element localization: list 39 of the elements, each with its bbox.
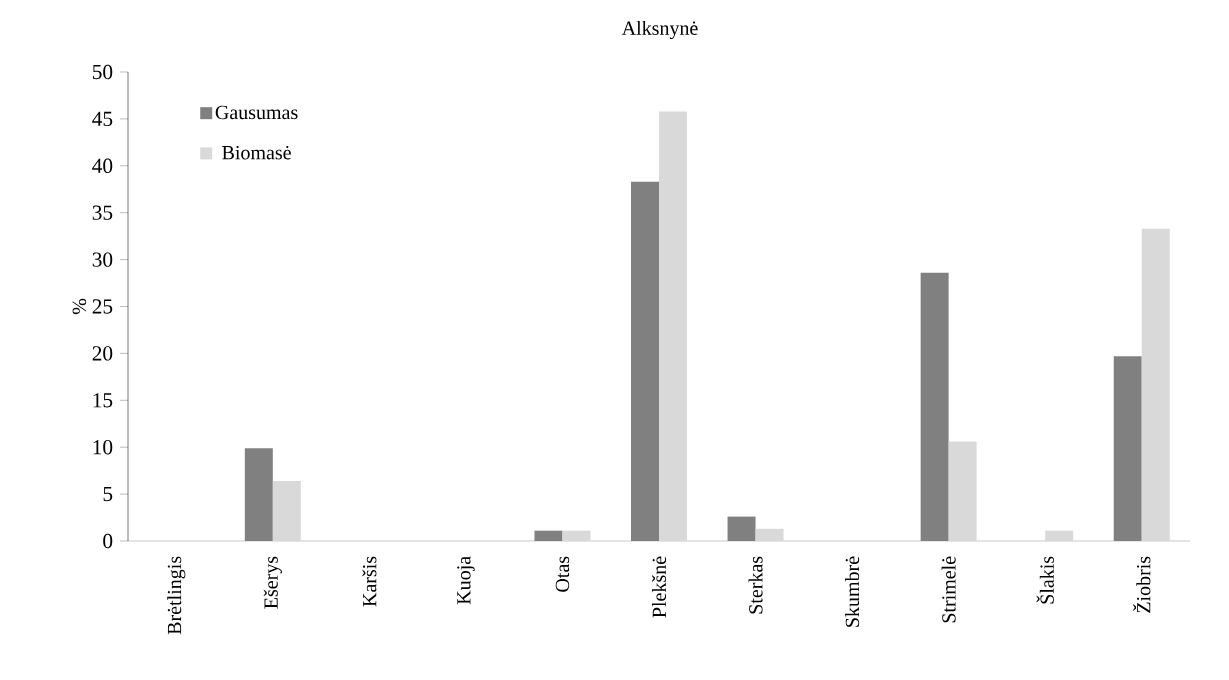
- x-tick-label: Sterkas: [748, 556, 763, 614]
- bar: [727, 516, 756, 541]
- x-tick-label: Strimelė: [941, 556, 956, 623]
- bar: [244, 448, 273, 541]
- legend-label: Gausumas: [215, 105, 298, 120]
- x-tick-label: Plekšnė: [651, 556, 667, 618]
- y-tick-label: 45: [92, 111, 113, 127]
- bar: [272, 480, 301, 541]
- x-tick-label: Kuoja: [457, 556, 475, 605]
- bar: [1045, 530, 1074, 541]
- y-tick-label: 15: [93, 393, 113, 408]
- chart-title: Alksnynė: [621, 20, 698, 40]
- y-axis-title: %: [72, 298, 87, 315]
- x-tick-label: Karšis: [362, 556, 377, 607]
- y-tick-label: 50: [92, 64, 113, 80]
- x-tick-label: Žiobris: [1133, 556, 1151, 613]
- bar: [948, 441, 977, 541]
- bar: [659, 111, 687, 541]
- x-tick-label: Šlakis: [1036, 556, 1054, 604]
- bar: [534, 530, 563, 541]
- bar: [631, 181, 660, 541]
- bar: [755, 528, 784, 541]
- y-tick-label: 10: [93, 440, 113, 455]
- y-tick-label: 25: [92, 299, 113, 314]
- y-tick-label: 30: [92, 252, 113, 267]
- bar: [1141, 228, 1170, 541]
- x-tick-label: Skumbrė: [845, 556, 860, 627]
- x-tick-label: Otas: [555, 556, 570, 592]
- x-tick-label: Brėtlingis: [167, 556, 186, 635]
- y-tick-label: 0: [103, 533, 113, 549]
- x-tick-label: Ešerys: [263, 556, 282, 609]
- y-tick-label: 35: [92, 205, 113, 220]
- legend-label: Biomasė: [222, 145, 291, 160]
- bar: [920, 272, 949, 541]
- y-tick-label: 20: [92, 346, 113, 361]
- bar: [1113, 356, 1142, 541]
- y-tick-label: 5: [103, 487, 113, 502]
- y-tick-label: 40: [92, 158, 113, 173]
- bar: [562, 530, 591, 541]
